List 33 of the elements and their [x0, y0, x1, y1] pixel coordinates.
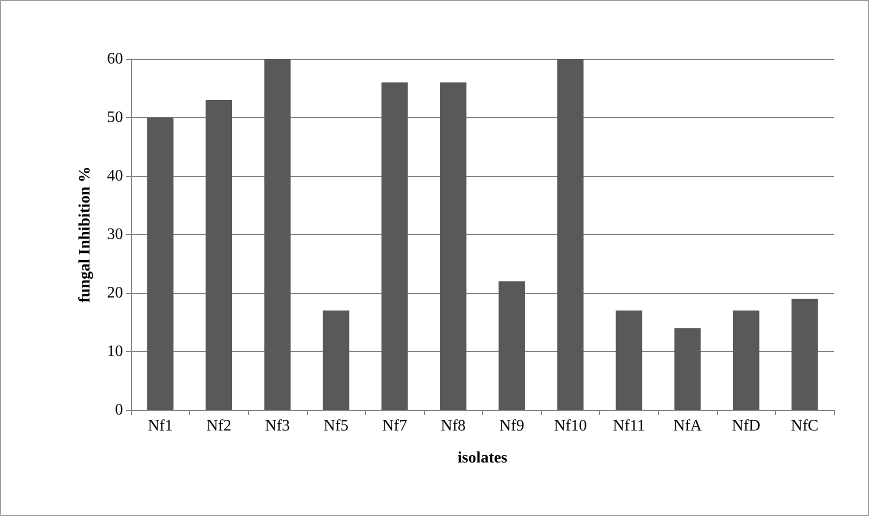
x-tick-label: NfC [790, 418, 818, 434]
y-tick-label: 20 [107, 284, 123, 302]
y-tick-label: 40 [107, 168, 123, 184]
y-tick-label: 0 [115, 402, 123, 418]
x-tick-label: Nf3 [265, 418, 290, 434]
bar [498, 281, 525, 410]
bar [322, 310, 350, 410]
bar [557, 59, 584, 410]
x-tick-label: Nf2 [206, 418, 232, 434]
bar [616, 310, 642, 410]
x-tick-label: Nf10 [554, 418, 587, 434]
x-axis-title: isolates [458, 450, 508, 466]
bar [674, 328, 701, 410]
bar [147, 118, 174, 410]
x-tick-label: Nf5 [324, 418, 348, 434]
bar [206, 100, 232, 410]
y-tick-label: 50 [107, 109, 123, 126]
bar [792, 298, 818, 410]
y-tick-label: 30 [107, 226, 123, 243]
x-tick-label: NfA [673, 418, 702, 434]
x-tick-label: NfD [732, 418, 760, 434]
y-tick-label: 10 [107, 343, 123, 360]
y-tick-label: 60 [107, 50, 123, 68]
y-axis-title: fungal Inhibition % [76, 166, 94, 303]
x-tick-label: Nf8 [440, 418, 466, 434]
bar [264, 59, 291, 410]
x-tick-label: Nf11 [612, 418, 646, 434]
x-tick-label: Nf7 [382, 418, 408, 434]
x-tick-label: Nf1 [148, 418, 173, 434]
x-tick-label: Nf9 [499, 418, 524, 434]
bar [381, 82, 408, 410]
bar [732, 310, 760, 410]
bar [440, 82, 466, 410]
